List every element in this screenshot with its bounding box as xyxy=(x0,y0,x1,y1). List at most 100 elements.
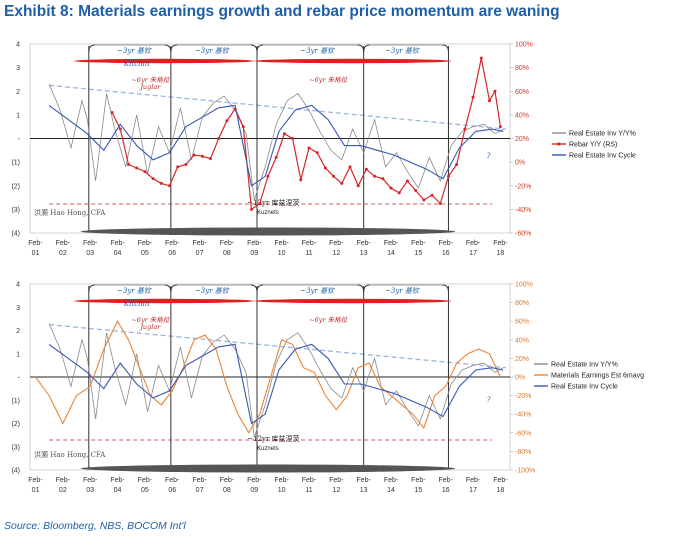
kitchin-label: ~3yr 基钦 xyxy=(385,287,420,295)
y-left-tick-label: - xyxy=(18,375,21,382)
rebar-point xyxy=(438,201,442,205)
x-tick-label: Feb-03 xyxy=(83,240,98,257)
rebar-point xyxy=(487,99,491,103)
x-tick-label: Feb-04 xyxy=(110,240,125,257)
kitchin-label: ~3yr 基钦 xyxy=(117,287,152,295)
kuznets-short-label: Kuznets xyxy=(257,210,279,216)
rebar-point xyxy=(479,56,483,60)
bracket-arc xyxy=(363,44,370,53)
x-tick-label: Feb-15 xyxy=(411,240,426,257)
kitchin-label: ~3yr 基钦 xyxy=(195,287,230,295)
rebar-point xyxy=(282,132,286,136)
y-left-tick-label: 4 xyxy=(16,42,20,49)
x-tick-label: Feb-18 xyxy=(493,477,508,494)
rebar-point xyxy=(414,188,418,192)
y-right-tick-label: 40% xyxy=(515,337,529,344)
legend-label: Real Estate Inv Cycle xyxy=(551,384,618,391)
y-right-tick-label: 0% xyxy=(515,375,525,382)
rebar-point xyxy=(258,201,262,205)
juglar-short-label: Juglar xyxy=(138,323,161,331)
x-tick-label: Feb-06 xyxy=(165,240,180,257)
rebar-point xyxy=(422,198,426,202)
y-right-tick-label: 80% xyxy=(515,300,529,307)
x-tick-label: Feb-04 xyxy=(110,477,125,494)
y-right-tick-label: -40% xyxy=(515,412,531,419)
rebar-point xyxy=(241,125,245,129)
x-tick-label: Feb-14 xyxy=(384,240,399,257)
rebar-point xyxy=(323,166,327,170)
rebar-point xyxy=(118,127,122,131)
y-left-tick-label: 4 xyxy=(16,282,20,289)
rebar-point xyxy=(389,186,393,190)
y-left-tick-label: (3) xyxy=(11,444,20,451)
kitchin-label: ~3yr 基钦 xyxy=(385,47,420,55)
rebar-point xyxy=(176,165,180,169)
x-tick-label: Feb-12 xyxy=(329,240,344,257)
x-tick-label: Feb-05 xyxy=(138,477,153,494)
rebar-point xyxy=(463,127,467,131)
y-left-tick-label: 1 xyxy=(16,351,20,358)
x-tick-label: Feb-02 xyxy=(56,240,71,257)
legend-label: Real Estate Inv Y/Y% xyxy=(551,362,618,369)
watermark: 洪灝 Hao Hong, CFA xyxy=(34,208,106,217)
bracket-arc xyxy=(250,44,258,53)
rebar-point xyxy=(397,191,401,195)
x-tick-label: Feb-08 xyxy=(220,240,235,257)
question-mark: ? xyxy=(487,396,491,404)
rebar-point xyxy=(364,167,368,171)
bracket-arc xyxy=(164,284,172,293)
juglar-ellipse xyxy=(73,58,255,64)
bracket-arc xyxy=(357,44,365,53)
y-right-tick-label: -60% xyxy=(515,231,531,238)
x-tick-label: Feb-07 xyxy=(192,477,207,494)
bracket-arc xyxy=(88,44,95,53)
trend-line xyxy=(49,84,506,130)
rebar-point xyxy=(167,184,171,188)
x-tick-label: Feb-17 xyxy=(466,477,481,494)
x-tick-label: Feb-05 xyxy=(138,240,153,257)
juglar-ellipse xyxy=(254,58,452,64)
x-tick-label: Feb-07 xyxy=(192,240,207,257)
x-tick-label: Feb-16 xyxy=(439,477,454,494)
x-tick-label: Feb-09 xyxy=(247,240,262,257)
bracket-arc xyxy=(256,284,264,293)
bracket-arc xyxy=(164,44,172,53)
juglar-ellipse xyxy=(254,298,452,304)
bracket-arc xyxy=(363,284,370,293)
rebar-point xyxy=(498,125,502,129)
cycle-series-line xyxy=(48,104,504,187)
legend-label: Materials Earnings Est 6mavg xyxy=(551,373,644,380)
rebar-point xyxy=(381,177,385,181)
x-tick-label: Feb-01 xyxy=(28,477,43,494)
bracket-arc xyxy=(88,284,95,293)
y-right-tick-label: -40% xyxy=(515,207,531,214)
rebar-point xyxy=(266,174,270,178)
x-tick-label: Feb-12 xyxy=(329,477,344,494)
rebar-point xyxy=(291,137,295,140)
juglar-ellipse xyxy=(73,298,255,304)
exhibit-title: Exhibit 8: Materials earnings growth and… xyxy=(4,3,560,20)
kitchin-label: ~3yr 基钦 xyxy=(117,47,152,55)
bracket-arc xyxy=(357,284,365,293)
rebar-point xyxy=(110,111,114,115)
rebar-point xyxy=(430,193,434,197)
rebar-point xyxy=(471,95,475,99)
rebar-point xyxy=(299,178,303,182)
y-left-tick-label: 3 xyxy=(16,305,20,312)
kitchin-label: ~3yr 基钦 xyxy=(300,47,335,55)
legend-label: Real Estate Inv Cycle xyxy=(569,153,636,160)
rebar-point xyxy=(143,170,147,174)
rebar-point xyxy=(340,181,344,185)
y-left-tick-label: (1) xyxy=(11,160,20,167)
rebar-point xyxy=(348,165,352,169)
rebar-point xyxy=(274,155,278,159)
real-estate-yy-series-line xyxy=(48,323,504,438)
juglar-short-label: Juglar xyxy=(138,83,161,91)
y-left-tick-label: (1) xyxy=(11,398,20,405)
x-tick-label: Feb-15 xyxy=(411,477,426,494)
rebar-point xyxy=(315,151,319,155)
materials-series-line xyxy=(35,320,501,434)
y-right-tick-label: -20% xyxy=(515,393,531,400)
watermark: 洪灝 Hao Hong, CFA xyxy=(34,450,106,459)
